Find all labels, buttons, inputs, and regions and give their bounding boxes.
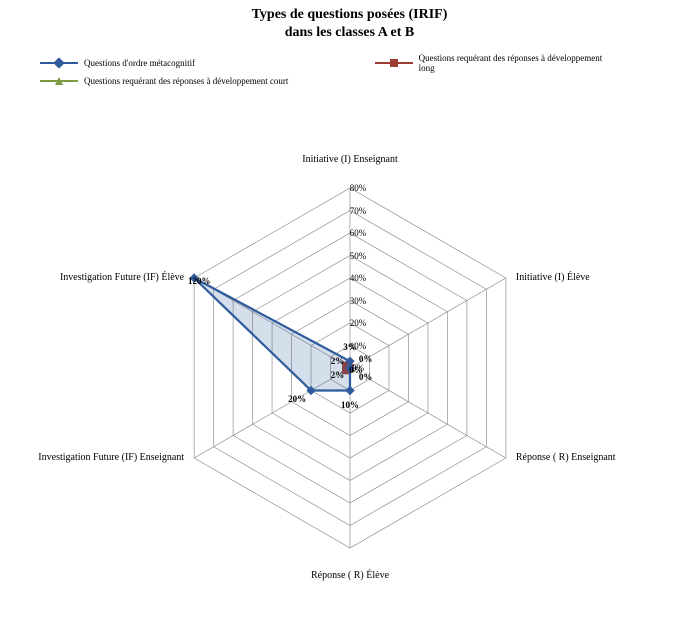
axis-label: Réponse ( R) Élève: [260, 570, 440, 581]
radial-tick: 70%: [350, 206, 367, 216]
axis-label: Investigation Future (IF) Enseignant: [4, 452, 184, 463]
legend-item-2: Questions requérant des réponses à dével…: [40, 76, 288, 86]
legend-label-1: Questions requérant des réponses à dével…: [419, 53, 619, 73]
axis-label: Initiative (I) Élève: [516, 272, 656, 283]
radial-tick: 60%: [350, 228, 367, 238]
legend-marker-1-icon: [390, 59, 398, 67]
value-label: 0%: [359, 354, 373, 364]
value-label: 120%: [188, 276, 211, 286]
radial-tick: 20%: [350, 318, 367, 328]
axis-label: Investigation Future (IF) Élève: [4, 272, 184, 283]
title-line1: Types de questions posées (IRIF): [252, 7, 448, 22]
legend-label-2: Questions requérant des réponses à dével…: [84, 76, 288, 86]
legend-item-1: Questions requérant des réponses à dével…: [375, 53, 619, 73]
value-label: 20%: [288, 394, 306, 404]
title-line2: dans les classes A et B: [285, 25, 415, 40]
axis-label: Réponse ( R) Enseignant: [516, 452, 676, 463]
value-label: 3%: [343, 342, 357, 352]
legend-swatch-2: [40, 76, 78, 86]
legend-marker-0-icon: [53, 57, 64, 68]
value-label: 2%: [331, 356, 345, 366]
legend-swatch-1: [375, 58, 413, 68]
legend-marker-2-icon: [55, 77, 63, 85]
value-label: 0%: [349, 365, 363, 375]
axis-label: Initiative (I) Enseignant: [260, 154, 440, 165]
legend-swatch-0: [40, 58, 78, 68]
value-label: 2%: [331, 370, 345, 380]
value-label: 10%: [341, 400, 359, 410]
chart-title: Types de questions posées (IRIF) dans le…: [0, 0, 699, 41]
radar-chart: 0% 10% 20% 30% 40% 50% 60% 70% 80% Initiative (I)…: [0, 108, 699, 628]
radial-tick: 40%: [350, 273, 367, 283]
radial-tick: 80%: [350, 183, 367, 193]
legend-item-0: Questions d'ordre métacognitif: [40, 58, 335, 68]
legend: Questions d'ordre métacognitif Questions…: [40, 54, 659, 90]
legend-label-0: Questions d'ordre métacognitif: [84, 58, 195, 68]
radial-tick: 30%: [350, 296, 367, 306]
radial-tick: 50%: [350, 251, 367, 261]
